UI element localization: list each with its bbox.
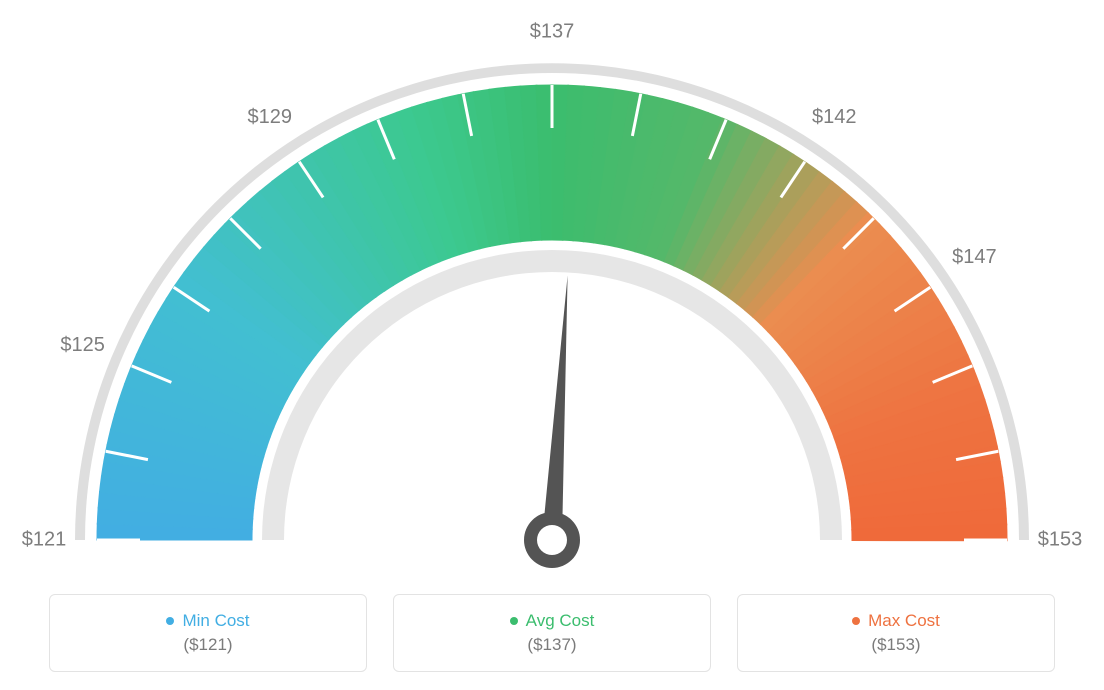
gauge-chart: $121 $125 $129 $137 $142 $147 $153 Min Cost ($1… — [0, 0, 1104, 690]
legend-dot — [166, 617, 174, 625]
legend-card: Max Cost ($153) — [737, 594, 1055, 672]
tick-label: $129 — [248, 106, 293, 128]
tick-label: $142 — [812, 106, 857, 128]
legend-card: Min Cost ($121) — [49, 594, 367, 672]
legend-value: ($121) — [183, 635, 232, 655]
legend-card: Avg Cost ($137) — [393, 594, 711, 672]
tick-label: $137 — [530, 20, 575, 42]
needle — [542, 275, 568, 540]
gauge-svg: $121 $125 $129 $137 $142 $147 $153 — [0, 0, 1104, 570]
legend-label: Min Cost — [182, 611, 249, 631]
legend-dot — [852, 617, 860, 625]
legend-label: Max Cost — [868, 611, 940, 631]
legend-value: ($137) — [527, 635, 576, 655]
legend-dot — [510, 617, 518, 625]
legend-value: ($153) — [871, 635, 920, 655]
tick-label: $121 — [22, 528, 67, 550]
tick-label: $153 — [1038, 528, 1083, 550]
legend-row: Min Cost ($121) Avg Cost ($137) Max Cost ($15… — [0, 594, 1104, 672]
tick-label: $125 — [60, 334, 105, 356]
gauge-area: $121 $125 $129 $137 $142 $147 $153 — [0, 0, 1104, 570]
tick-label: $147 — [952, 246, 997, 268]
legend-label: Avg Cost — [526, 611, 595, 631]
